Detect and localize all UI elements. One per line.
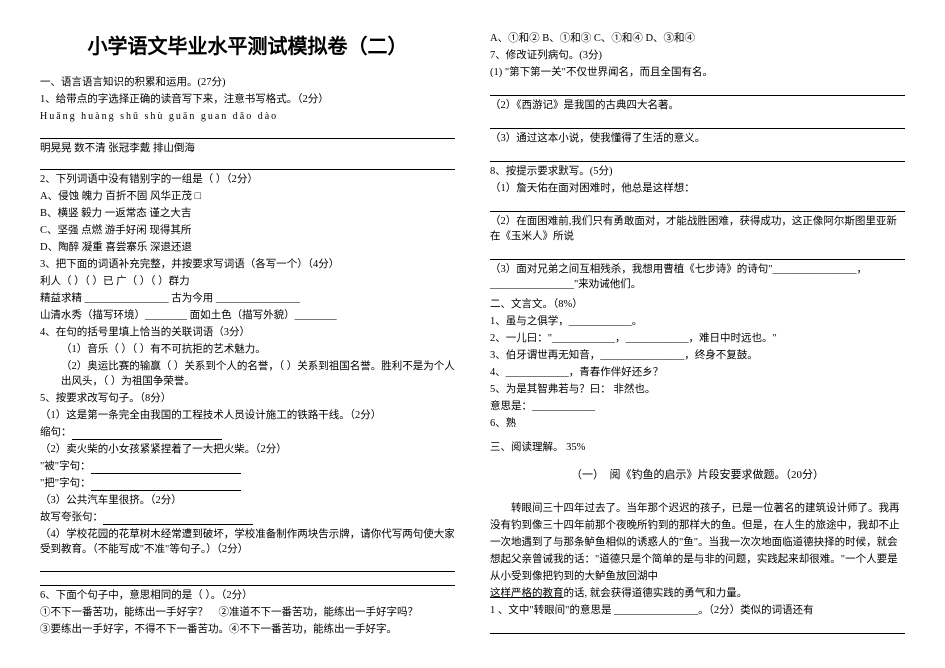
wenyan-1: 1、虽与之俱学，____________。: [490, 314, 905, 329]
answer-blank: [72, 428, 222, 440]
q3-line3: 山清水秀（描写环境）________ 面如土色（描写外貌）________: [40, 308, 455, 323]
q5-sub2b: "把"字句：: [40, 476, 455, 491]
q8-sub3: （3）面对兄弟之间互相残杀，我想用曹植《七步诗》的诗句"____________…: [490, 262, 905, 292]
answer-blank: [91, 462, 241, 474]
q5-sub2a: "被"字句：: [40, 459, 455, 474]
blank-line: [490, 198, 905, 212]
answer-blank: [103, 513, 253, 525]
bei-label: "被"字句：: [40, 461, 91, 472]
wenyan-5-meaning: 意思是：____________: [490, 399, 905, 414]
wenyan-3: 3、伯牙谓世再无知音，________________，终身不复鼓。: [490, 348, 905, 363]
wenyan-4: 4、____________，青春作伴好还乡？: [490, 365, 905, 380]
question-6: 6、下面个句子中，意思相同的是（ ）。（2分）: [40, 588, 455, 603]
pinyin-line: Huǎng huàng shǔ shù guān guan dǎo dào: [40, 109, 455, 124]
q7-sub1: (1) "第下第一关"不仅世界闻名，而且全国有名。: [490, 65, 905, 80]
question-7: 7、修改证列病句。(3分): [490, 48, 905, 63]
wenyan-6: 6、熟: [490, 416, 905, 431]
q6-options: A、①和② B、①和③ C、①和④ D、③和④: [490, 31, 905, 46]
reading-paragraph-2: 这样严格的教育的话, 就会获得道德实践的勇气和力量。: [490, 586, 905, 601]
q3-line1: 利人（ ）（ ）已 广（ ）（ ）群力: [40, 274, 455, 289]
blank-line: [40, 126, 455, 139]
blank-line: [490, 620, 905, 634]
q8-sub1: （1）詹天佑在面对困难时，他总是这样想：: [490, 181, 905, 196]
question-8: 8、按提示要求默写。(5分): [490, 164, 905, 179]
wenyan-2: 2、一儿曰："____________，____________，难日中时远也。…: [490, 331, 905, 346]
q7-sub2: （2）《西游记》是我国的古典四大名著。: [490, 98, 905, 113]
q5-sub2: （2）卖火柴的小女孩紧紧捏着了一大把火柴。（2分）: [40, 442, 455, 457]
q5-sub4: （4）学校花园的花草树木经常遭到破坏，学校准备制作两块告示牌，请你代写两句使大家…: [40, 527, 455, 557]
question-2: 2、下列词语中没有错别字的一组是（ ）（2分）: [40, 172, 455, 187]
q5-sub3-prompt: 故写夸张句：: [40, 510, 455, 525]
q6-line1: ①不下一番苦功，能练出一手好字？ ②准道不下一番苦功，能练出一手好字吗？: [40, 605, 455, 620]
blank-line: [40, 559, 455, 572]
section-3-header: 三、阅读理解。 35%: [490, 440, 905, 455]
q8-sub2: （2）在面困难前,我们只有勇敢面对，才能战胜困难，获得成功，这正像阿尔斯图里亚新…: [490, 214, 905, 244]
q2-option-c: C、坚强 点燃 游手好闲 现得其所: [40, 223, 455, 238]
question-5: 5、按要求改写句子。（8分）: [40, 391, 455, 406]
blank-line: [490, 148, 905, 162]
q2-option-a: A、侵蚀 魄力 百折不固 风华正茂 □: [40, 189, 455, 204]
q5-sub1-prompt: 缩句：: [40, 425, 455, 440]
reading-paragraph: 转眼间三十四年过去了。当年那个迟迟的孩子，已是一位著名的建筑设计师了。我再没有钓…: [490, 500, 905, 585]
blank-line: [490, 82, 905, 96]
q5-sub1: （1）这是第一条完全由我国的工程技术人员设计施工的铁路干线。（2分）: [40, 408, 455, 423]
section-2-header: 二、文言文。（8%）: [490, 297, 905, 312]
q3-line2: 精益求精 ________________ 古为今用 _____________…: [40, 291, 455, 306]
answer-blank: [91, 479, 241, 491]
q7-sub3: （3）通过这本小说，使我懂得了生活的意义。: [490, 131, 905, 146]
ba-label: "把"字句：: [40, 478, 91, 489]
question-1: 1、给带点的字选择正确的读音写下来，注意书写格式。（2分）: [40, 92, 455, 107]
section-1-header: 一、语言语言知识的积累和运用。(27分): [40, 75, 455, 90]
reading-title: （一） 阅《钓鱼的启示》片段安要求做题。（20分）: [490, 466, 905, 482]
q4-sub2: （2）奥运比赛的输赢（ ）关系到个人的名誉，（ ）关系到祖国名誉。胜利不是为个人…: [40, 359, 455, 389]
left-column: 小学语文毕业水平测试模拟卷（二） 一、语言语言知识的积累和运用。(27分) 1、…: [40, 30, 455, 638]
blank-line: [40, 158, 455, 171]
underlined-phrase: 这样严格的教育: [490, 588, 564, 599]
question-3: 3、把下面的词语补充完整，并按要求写词语（各写一个）（4分）: [40, 257, 455, 272]
words-line: 明晃晃 数不清 张冠李戴 排山倒海: [40, 141, 455, 156]
q5-sub3: （3）公共汽车里很挤。（2分）: [40, 493, 455, 508]
q2-option-d: D、陶醉 凝重 喜尝寨乐 深退还退: [40, 240, 455, 255]
blank-line: [40, 574, 455, 587]
right-column: A、①和② B、①和③ C、①和④ D、③和④ 7、修改证列病句。(3分) (1…: [490, 30, 905, 638]
reading-q1: 1 、文中"转眼间"的意思是 ________________。（2分）类似的词…: [490, 603, 905, 618]
document-title: 小学语文毕业水平测试模拟卷（二）: [40, 30, 455, 59]
blank-line: [490, 115, 905, 129]
shrink-label: 缩句：: [40, 427, 72, 438]
wenyan-5: 5、为是其智弗若与？曰： 非然也。: [490, 382, 905, 397]
blank-line: [490, 246, 905, 260]
q2-option-b: B、横竖 毅力 一返常态 谨之大吉: [40, 206, 455, 221]
question-4: 4、在句的括号里填上恰当的关联词语（3分）: [40, 325, 455, 340]
exag-label: 故写夸张句：: [40, 512, 103, 523]
para-rest: 的话, 就会获得道德实践的勇气和力量。: [564, 588, 748, 599]
q4-sub1: （1）音乐（ ）（ ）有不可抗拒的艺术魅力。: [40, 342, 455, 357]
q6-line2: ③要练出一手好字，不得不下一番苦功。④不下一番苦功，能练出一手好字。: [40, 622, 455, 637]
